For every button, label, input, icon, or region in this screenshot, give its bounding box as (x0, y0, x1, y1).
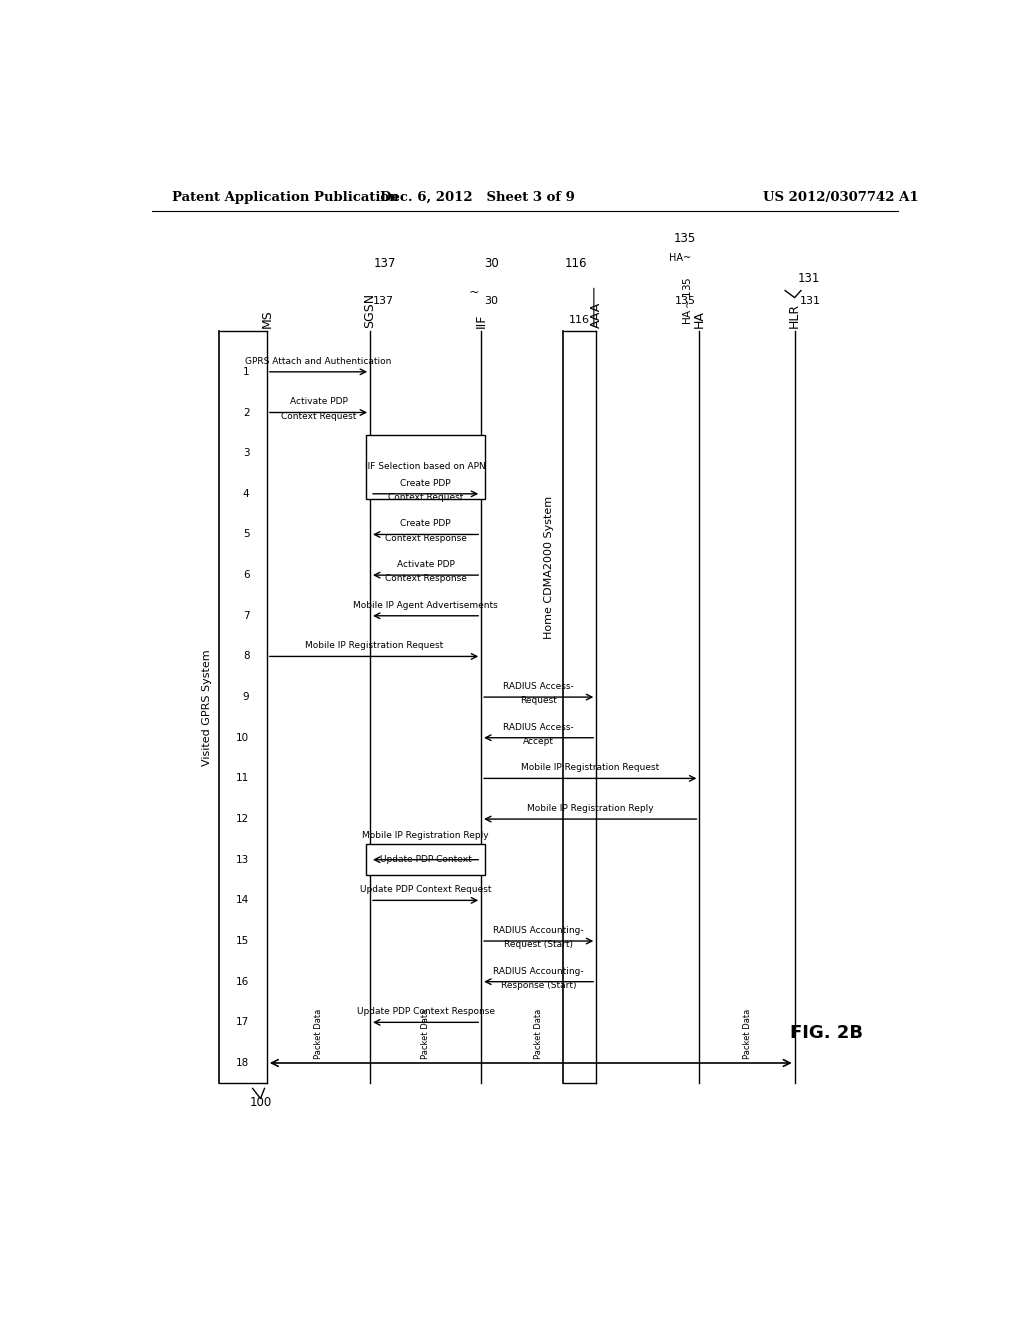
Text: RADIUS Accounting-: RADIUS Accounting- (494, 966, 584, 975)
Text: 13: 13 (237, 855, 250, 865)
Text: Mobile IP Registration Request: Mobile IP Registration Request (521, 763, 659, 772)
Text: Context Response: Context Response (385, 574, 467, 583)
Text: 30: 30 (484, 257, 499, 271)
Text: 137: 137 (373, 296, 394, 306)
Text: Request (Start): Request (Start) (504, 940, 573, 949)
Text: Request: Request (520, 696, 557, 705)
Text: 18: 18 (237, 1059, 250, 1068)
Text: HA$\sim$135: HA$\sim$135 (681, 276, 693, 325)
Text: AAA: AAA (590, 302, 603, 329)
Text: MS: MS (260, 309, 273, 329)
Text: Create PDP: Create PDP (400, 519, 451, 528)
Text: 116: 116 (564, 257, 587, 271)
Text: 9: 9 (243, 692, 250, 702)
Text: Packet Data: Packet Data (742, 1008, 752, 1059)
Text: 2: 2 (243, 408, 250, 417)
Text: 15: 15 (237, 936, 250, 946)
Text: ~: ~ (469, 286, 479, 300)
Text: Mobile IP Registration Reply: Mobile IP Registration Reply (362, 832, 488, 841)
Text: 11: 11 (237, 774, 250, 783)
Text: Visited GPRS System: Visited GPRS System (203, 649, 212, 766)
Text: Activate PDP: Activate PDP (396, 560, 455, 569)
Text: Context Response: Context Response (385, 533, 467, 543)
Text: 4: 4 (243, 488, 250, 499)
Text: Activate PDP: Activate PDP (290, 397, 347, 407)
Text: 135: 135 (675, 296, 695, 306)
Text: IIF: IIF (475, 314, 487, 329)
Text: Mobile IP Agent Advertisements: Mobile IP Agent Advertisements (353, 601, 498, 610)
Text: Patent Application Publication: Patent Application Publication (172, 190, 398, 203)
Text: US 2012/0307742 A1: US 2012/0307742 A1 (763, 190, 919, 203)
Text: Dec. 6, 2012   Sheet 3 of 9: Dec. 6, 2012 Sheet 3 of 9 (380, 190, 574, 203)
Text: 100: 100 (250, 1096, 271, 1109)
Text: 8: 8 (243, 652, 250, 661)
Text: Create PDP: Create PDP (400, 479, 451, 487)
Text: Mobile IP Registration Request: Mobile IP Registration Request (305, 642, 443, 651)
Text: 14: 14 (237, 895, 250, 906)
Text: RADIUS Access-: RADIUS Access- (504, 722, 574, 731)
Text: 6: 6 (243, 570, 250, 579)
Text: FIG. 2B: FIG. 2B (790, 1023, 863, 1041)
Text: 17: 17 (237, 1018, 250, 1027)
Text: Update PDP Context Request: Update PDP Context Request (359, 886, 492, 894)
Text: Mobile IP Registration Reply: Mobile IP Registration Reply (527, 804, 653, 813)
Text: 131: 131 (798, 272, 820, 285)
Text: Home CDMA2000 System: Home CDMA2000 System (544, 495, 554, 639)
Text: GPRS Attach and Authentication: GPRS Attach and Authentication (246, 356, 391, 366)
FancyBboxPatch shape (367, 845, 485, 875)
Text: Context Request: Context Request (281, 412, 356, 421)
Text: Update PDP Context Response: Update PDP Context Response (356, 1007, 495, 1016)
Text: 30: 30 (484, 296, 499, 306)
Text: 116: 116 (569, 315, 590, 325)
Text: RADIUS Access-: RADIUS Access- (504, 682, 574, 690)
Text: 131: 131 (800, 296, 820, 306)
Text: Packet Data: Packet Data (421, 1008, 430, 1059)
Text: SGSN: SGSN (364, 293, 377, 329)
Text: Packet Data: Packet Data (535, 1008, 543, 1059)
Text: Response (Start): Response (Start) (501, 981, 577, 990)
Text: 16: 16 (237, 977, 250, 986)
Text: Packet Data: Packet Data (314, 1008, 323, 1059)
Text: IIF Selection based on APN: IIF Selection based on APN (366, 462, 486, 471)
Text: Update PDP Context: Update PDP Context (380, 855, 471, 865)
Text: Context Request: Context Request (388, 492, 463, 502)
Text: 3: 3 (243, 449, 250, 458)
Text: 12: 12 (237, 814, 250, 824)
Text: HLR: HLR (788, 304, 801, 329)
Text: 135: 135 (674, 232, 696, 244)
Text: Accept: Accept (523, 737, 554, 746)
Text: RADIUS Accounting-: RADIUS Accounting- (494, 925, 584, 935)
Text: 5: 5 (243, 529, 250, 540)
Text: HA: HA (693, 310, 706, 329)
FancyBboxPatch shape (367, 434, 485, 499)
Text: HA~: HA~ (670, 253, 691, 263)
Text: 7: 7 (243, 611, 250, 620)
Text: 137: 137 (373, 257, 395, 271)
Text: 1: 1 (243, 367, 250, 376)
Text: 10: 10 (237, 733, 250, 743)
